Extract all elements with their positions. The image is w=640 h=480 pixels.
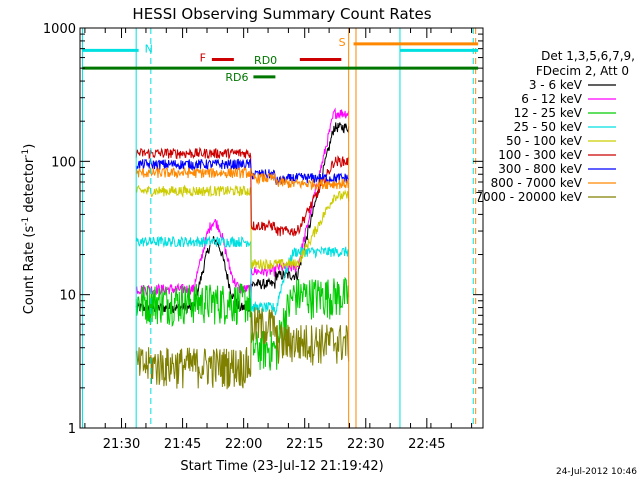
x-tick-label: 21:30 xyxy=(103,437,140,452)
legend-entry-label: 3 - 6 keV xyxy=(529,78,583,92)
x-tick-label: 22:15 xyxy=(286,437,323,452)
status-bars-group: N S F RD0 RD6 xyxy=(82,36,479,84)
data-series-group xyxy=(135,107,350,390)
legend-entry-label: 12 - 25 keV xyxy=(514,106,583,120)
x-tick-label: 22:45 xyxy=(408,437,445,452)
series-line xyxy=(135,184,350,272)
chart-title: HESSI Observing Summary Count Rates xyxy=(132,5,431,23)
x-axis-label: Start Time (23-Jul-12 21:19:42) xyxy=(180,459,383,474)
legend-header-line1: Det 1,3,5,6,7,9, xyxy=(541,49,635,63)
footer-timestamp: 24-Jul-2012 10:46 xyxy=(556,467,637,477)
y-tick-label: 1 xyxy=(68,422,76,437)
legend-entry-label: 6 - 12 keV xyxy=(521,92,583,106)
status-bar-label: N xyxy=(145,42,153,55)
x-tick-label: 22:00 xyxy=(225,437,262,452)
legend: Det 1,3,5,6,7,9, FDecim 2, Att 0 3 - 6 k… xyxy=(475,49,635,204)
x-tick-label: 22:30 xyxy=(347,437,384,452)
legend-entry-label: 800 - 7000 keV xyxy=(491,176,583,190)
legend-entry-label: 50 - 100 keV xyxy=(506,134,583,148)
legend-entry-label: 7000 - 20000 keV xyxy=(475,190,582,204)
y-tick-label: 100 xyxy=(51,155,76,170)
status-bar-label: S xyxy=(339,36,346,49)
axes-group: 1 10 100 1000 21:30 21:45 22:00 22:15 22:30 22:45 xyxy=(43,22,483,452)
status-bar-label: RD6 xyxy=(225,71,248,84)
series-line xyxy=(135,276,350,371)
status-bar-label: F xyxy=(200,52,206,65)
vertical-markers-group xyxy=(81,28,477,428)
series-line xyxy=(135,307,350,390)
legend-entry-label: 25 - 50 keV xyxy=(514,120,583,134)
series-line xyxy=(135,235,349,316)
x-tick-label: 21:45 xyxy=(164,437,201,452)
series-line xyxy=(135,166,350,191)
series-line xyxy=(135,158,350,186)
legend-header-line2: FDecim 2, Att 0 xyxy=(536,64,629,78)
legend-entry-label: 300 - 800 keV xyxy=(498,162,582,176)
y-tick-label: 1000 xyxy=(43,22,76,37)
legend-entry-label: 100 - 300 keV xyxy=(498,148,582,162)
plot-frame xyxy=(79,27,484,429)
y-axis-label: Count Rate (s-1 detector-1) xyxy=(21,144,37,315)
series-line xyxy=(135,146,350,237)
y-tick-label: 10 xyxy=(59,289,76,304)
status-bar-label: RD0 xyxy=(254,54,277,67)
